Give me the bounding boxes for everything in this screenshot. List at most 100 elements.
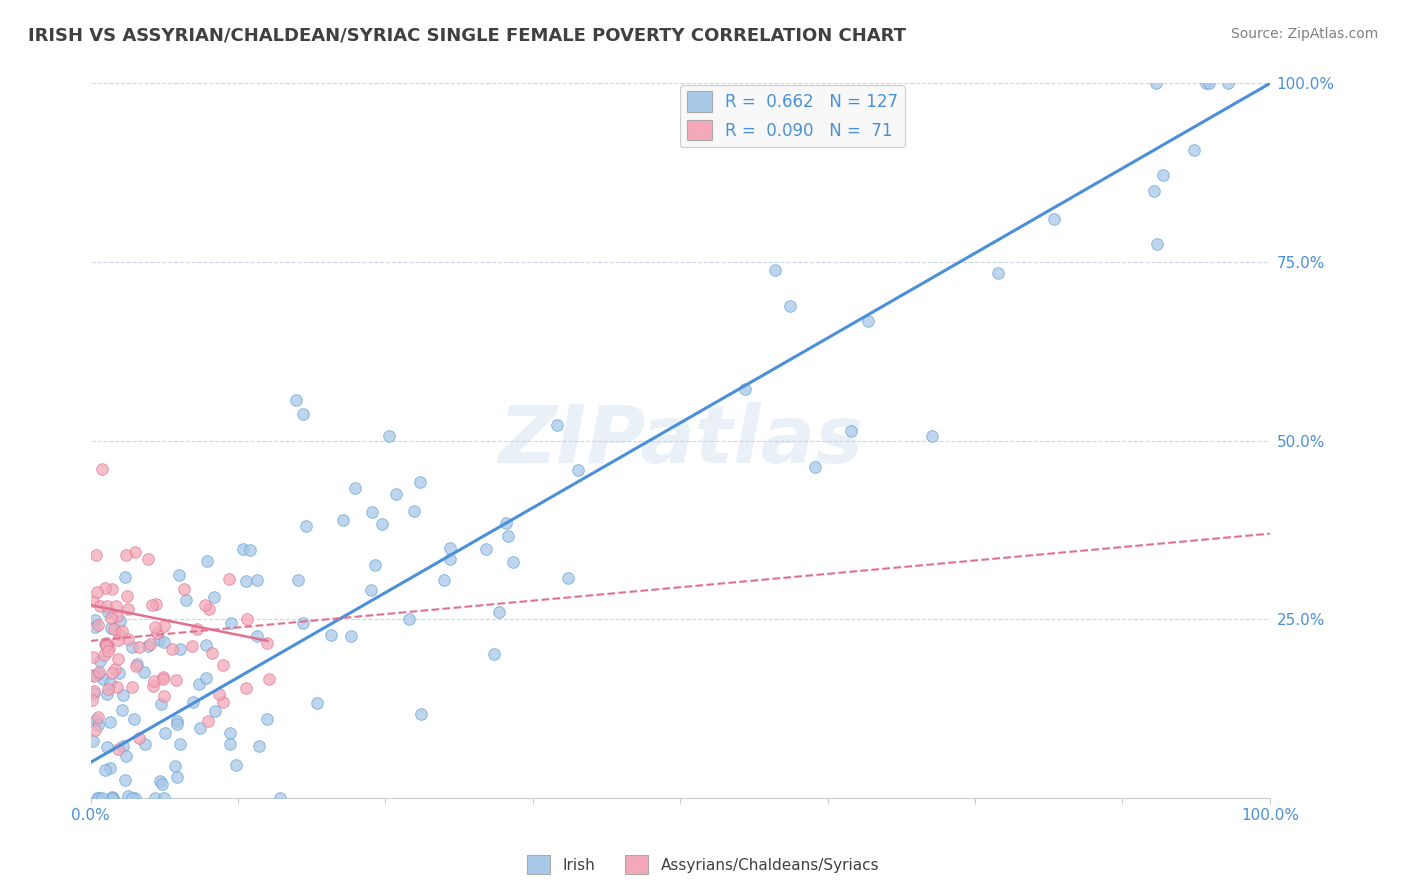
Point [921, 429, 943, 443]
Point [269, 791, 291, 805]
Point [82, 650, 104, 665]
Point [225, 757, 247, 772]
Point [101, 665, 124, 680]
Point [186, 622, 208, 636]
Point [124, 545, 146, 559]
Point [495, 516, 517, 530]
Point [193, 599, 215, 613]
Point [105, 599, 128, 613]
Point [475, 541, 498, 556]
Point [218, 572, 240, 586]
Point [1195, 77, 1218, 91]
Point [190, 721, 212, 735]
Point [145, 620, 167, 634]
Point [195, 638, 218, 652]
Point [136, 639, 159, 653]
Point [411, 707, 433, 722]
Point [82, 734, 104, 748]
Point [439, 551, 461, 566]
Point [195, 554, 218, 568]
Legend: Irish, Assyrians/Chaldeans/Syriacs: Irish, Assyrians/Chaldeans/Syriacs [520, 849, 886, 880]
Point [208, 687, 231, 701]
Point [84, 613, 107, 627]
Point [96, 687, 118, 701]
Point [86, 709, 108, 723]
Point [86, 791, 108, 805]
Point [734, 382, 756, 396]
Point [114, 772, 136, 787]
Point [84, 723, 107, 737]
Point [82, 593, 104, 607]
Point [86, 585, 108, 599]
Point [80, 667, 103, 681]
Point [173, 582, 195, 596]
Point [201, 647, 224, 661]
Point [108, 627, 131, 641]
Point [257, 673, 280, 687]
Point [557, 570, 579, 584]
Point [96, 636, 118, 650]
Point [142, 679, 165, 693]
Point [291, 616, 314, 631]
Point [128, 731, 150, 745]
Point [105, 680, 128, 694]
Point [546, 418, 568, 433]
Point [167, 568, 190, 582]
Point [340, 629, 363, 643]
Point [101, 582, 124, 596]
Point [112, 739, 135, 754]
Point [89, 665, 111, 680]
Point [117, 601, 139, 615]
Point [169, 737, 191, 751]
Point [332, 513, 354, 527]
Point [152, 619, 174, 633]
Point [294, 519, 316, 533]
Point [128, 640, 150, 654]
Point [409, 475, 432, 489]
Point [212, 658, 235, 673]
Point [398, 612, 420, 626]
Legend: R =  0.662   N = 127, R =  0.090   N =  71: R = 0.662 N = 127, R = 0.090 N = 71 [681, 85, 904, 147]
Point [83, 684, 105, 698]
Point [149, 698, 172, 712]
Point [98, 761, 121, 775]
Point [145, 626, 167, 640]
Point [165, 673, 187, 688]
Point [94, 636, 117, 650]
Point [165, 759, 187, 773]
Point [104, 662, 127, 676]
Point [87, 618, 110, 632]
Point [100, 610, 122, 624]
Point [198, 602, 221, 616]
Point [87, 667, 110, 681]
Point [488, 605, 510, 619]
Point [108, 666, 131, 681]
Point [256, 635, 278, 649]
Point [96, 599, 118, 613]
Point [987, 266, 1010, 280]
Point [174, 593, 197, 607]
Point [91, 462, 114, 476]
Point [125, 657, 148, 671]
Point [1144, 77, 1167, 91]
Point [115, 548, 138, 562]
Point [180, 639, 202, 653]
Point [107, 652, 129, 666]
Point [235, 681, 257, 696]
Point [246, 629, 269, 643]
Point [124, 791, 146, 805]
Point [117, 789, 139, 804]
Point [221, 616, 243, 631]
Point [98, 676, 121, 690]
Point [91, 791, 114, 805]
Point [114, 570, 136, 584]
Point [97, 606, 120, 620]
Point [363, 558, 385, 572]
Point [89, 791, 111, 805]
Point [256, 712, 278, 726]
Point [153, 635, 176, 649]
Point [122, 712, 145, 726]
Point [107, 742, 129, 756]
Point [100, 791, 122, 805]
Point [94, 763, 117, 777]
